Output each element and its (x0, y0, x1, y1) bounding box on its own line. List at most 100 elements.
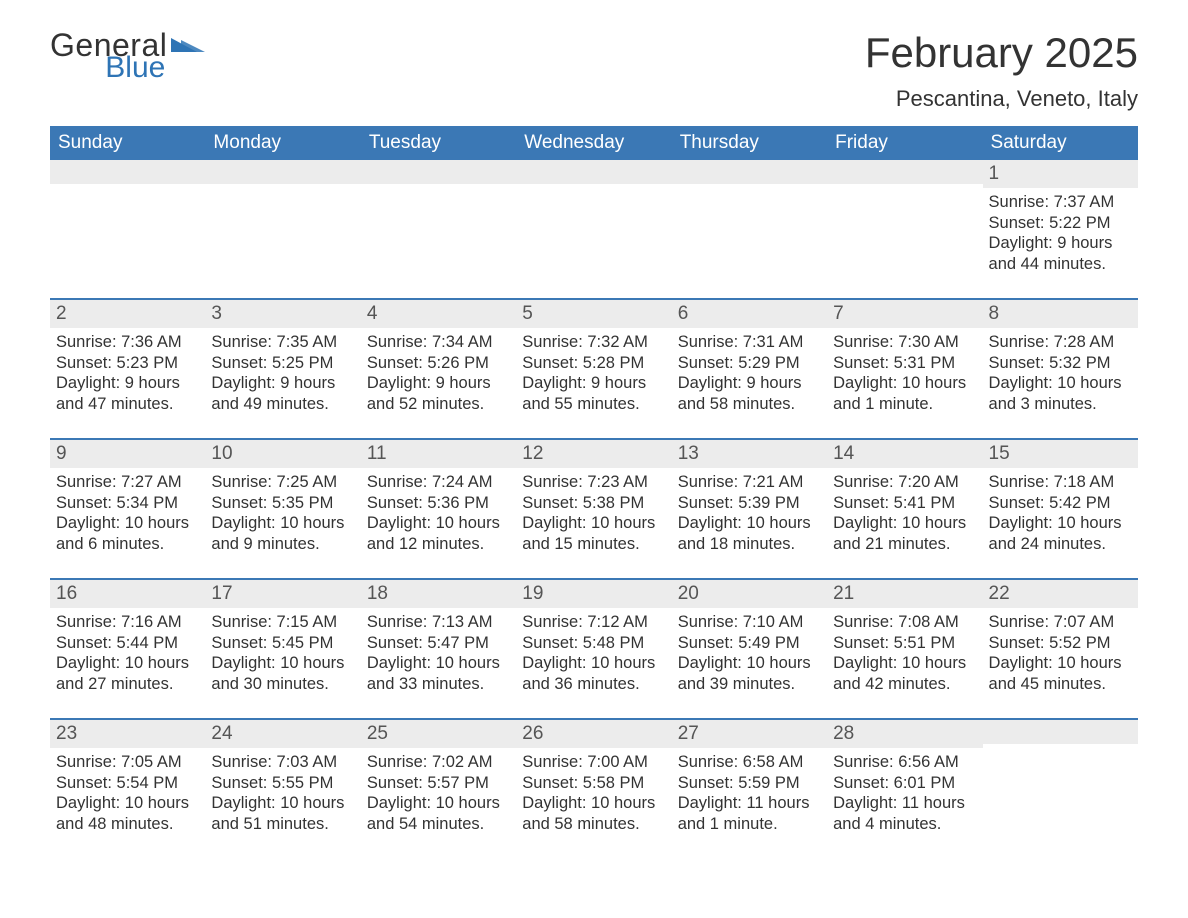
day-cell: 3Sunrise: 7:35 AMSunset: 5:25 PMDaylight… (205, 300, 360, 430)
day-info: Sunrise: 7:10 AMSunset: 5:49 PMDaylight:… (672, 608, 827, 695)
day-number: 17 (205, 580, 360, 608)
day-number: 5 (516, 300, 671, 328)
day-daylight1: Daylight: 9 hours (367, 373, 510, 394)
day-cell: 10Sunrise: 7:25 AMSunset: 5:35 PMDayligh… (205, 440, 360, 570)
day-daylight1: Daylight: 10 hours (989, 513, 1132, 534)
day-sunset: Sunset: 5:55 PM (211, 773, 354, 794)
day-daylight2: and 42 minutes. (833, 674, 976, 695)
day-daylight2: and 1 minute. (678, 814, 821, 835)
day-info: Sunrise: 7:18 AMSunset: 5:42 PMDaylight:… (983, 468, 1138, 555)
day-daylight2: and 44 minutes. (989, 254, 1132, 275)
dayheader-saturday: Saturday (983, 126, 1138, 160)
day-daylight2: and 48 minutes. (56, 814, 199, 835)
day-info: Sunrise: 7:28 AMSunset: 5:32 PMDaylight:… (983, 328, 1138, 415)
empty-cell (50, 160, 205, 290)
calendar-page: General Blue February 2025 Pescantina, V… (0, 0, 1188, 890)
day-sunset: Sunset: 5:26 PM (367, 353, 510, 374)
title-block: February 2025 Pescantina, Veneto, Italy (865, 30, 1138, 112)
day-daylight1: Daylight: 10 hours (522, 653, 665, 674)
day-daylight2: and 55 minutes. (522, 394, 665, 415)
day-number: 1 (983, 160, 1138, 188)
day-sunset: Sunset: 5:54 PM (56, 773, 199, 794)
day-sunrise: Sunrise: 7:16 AM (56, 612, 199, 633)
day-cell: 6Sunrise: 7:31 AMSunset: 5:29 PMDaylight… (672, 300, 827, 430)
day-cell: 28Sunrise: 6:56 AMSunset: 6:01 PMDayligh… (827, 720, 982, 850)
day-sunrise: Sunrise: 7:07 AM (989, 612, 1132, 633)
day-info: Sunrise: 7:37 AMSunset: 5:22 PMDaylight:… (983, 188, 1138, 275)
day-cell: 27Sunrise: 6:58 AMSunset: 5:59 PMDayligh… (672, 720, 827, 850)
day-cell: 23Sunrise: 7:05 AMSunset: 5:54 PMDayligh… (50, 720, 205, 850)
day-sunrise: Sunrise: 7:05 AM (56, 752, 199, 773)
day-sunrise: Sunrise: 7:35 AM (211, 332, 354, 353)
day-sunset: Sunset: 5:51 PM (833, 633, 976, 654)
day-info: Sunrise: 7:15 AMSunset: 5:45 PMDaylight:… (205, 608, 360, 695)
day-sunrise: Sunrise: 7:18 AM (989, 472, 1132, 493)
day-daylight1: Daylight: 10 hours (833, 653, 976, 674)
day-daylight2: and 4 minutes. (833, 814, 976, 835)
day-daylight2: and 58 minutes. (522, 814, 665, 835)
empty-cell (827, 160, 982, 290)
day-sunrise: Sunrise: 7:30 AM (833, 332, 976, 353)
day-sunrise: Sunrise: 7:20 AM (833, 472, 976, 493)
day-info: Sunrise: 6:58 AMSunset: 5:59 PMDaylight:… (672, 748, 827, 835)
day-info: Sunrise: 7:30 AMSunset: 5:31 PMDaylight:… (827, 328, 982, 415)
day-sunset: Sunset: 5:49 PM (678, 633, 821, 654)
day-info: Sunrise: 7:03 AMSunset: 5:55 PMDaylight:… (205, 748, 360, 835)
day-info: Sunrise: 7:36 AMSunset: 5:23 PMDaylight:… (50, 328, 205, 415)
day-sunset: Sunset: 5:38 PM (522, 493, 665, 514)
day-daylight2: and 36 minutes. (522, 674, 665, 695)
logo-text: General Blue (50, 30, 167, 83)
day-daylight1: Daylight: 10 hours (367, 513, 510, 534)
dayheader-wednesday: Wednesday (516, 126, 671, 160)
day-daylight1: Daylight: 10 hours (367, 653, 510, 674)
day-daylight1: Daylight: 11 hours (678, 793, 821, 814)
day-info: Sunrise: 7:08 AMSunset: 5:51 PMDaylight:… (827, 608, 982, 695)
day-info: Sunrise: 7:07 AMSunset: 5:52 PMDaylight:… (983, 608, 1138, 695)
day-number: 24 (205, 720, 360, 748)
day-daylight2: and 9 minutes. (211, 534, 354, 555)
day-cell: 13Sunrise: 7:21 AMSunset: 5:39 PMDayligh… (672, 440, 827, 570)
day-sunset: Sunset: 5:52 PM (989, 633, 1132, 654)
day-cell: 11Sunrise: 7:24 AMSunset: 5:36 PMDayligh… (361, 440, 516, 570)
day-sunrise: Sunrise: 7:03 AM (211, 752, 354, 773)
day-number (983, 720, 1138, 744)
day-number: 20 (672, 580, 827, 608)
day-sunrise: Sunrise: 7:28 AM (989, 332, 1132, 353)
day-cell: 5Sunrise: 7:32 AMSunset: 5:28 PMDaylight… (516, 300, 671, 430)
day-number: 28 (827, 720, 982, 748)
day-sunset: Sunset: 5:47 PM (367, 633, 510, 654)
day-cell: 2Sunrise: 7:36 AMSunset: 5:23 PMDaylight… (50, 300, 205, 430)
day-daylight2: and 18 minutes. (678, 534, 821, 555)
day-cell: 25Sunrise: 7:02 AMSunset: 5:57 PMDayligh… (361, 720, 516, 850)
day-number: 25 (361, 720, 516, 748)
day-daylight1: Daylight: 10 hours (367, 793, 510, 814)
location-label: Pescantina, Veneto, Italy (865, 86, 1138, 112)
day-info: Sunrise: 7:24 AMSunset: 5:36 PMDaylight:… (361, 468, 516, 555)
empty-cell (983, 720, 1138, 850)
day-number: 10 (205, 440, 360, 468)
dayheader-friday: Friday (827, 126, 982, 160)
day-cell: 19Sunrise: 7:12 AMSunset: 5:48 PMDayligh… (516, 580, 671, 710)
day-daylight2: and 24 minutes. (989, 534, 1132, 555)
day-number: 14 (827, 440, 982, 468)
day-info: Sunrise: 7:25 AMSunset: 5:35 PMDaylight:… (205, 468, 360, 555)
month-title: February 2025 (865, 30, 1138, 76)
day-daylight1: Daylight: 10 hours (989, 653, 1132, 674)
day-info: Sunrise: 7:31 AMSunset: 5:29 PMDaylight:… (672, 328, 827, 415)
day-cell: 17Sunrise: 7:15 AMSunset: 5:45 PMDayligh… (205, 580, 360, 710)
day-info: Sunrise: 7:05 AMSunset: 5:54 PMDaylight:… (50, 748, 205, 835)
day-cell: 8Sunrise: 7:28 AMSunset: 5:32 PMDaylight… (983, 300, 1138, 430)
empty-cell (516, 160, 671, 290)
day-number: 13 (672, 440, 827, 468)
day-daylight1: Daylight: 11 hours (833, 793, 976, 814)
week-row: 23Sunrise: 7:05 AMSunset: 5:54 PMDayligh… (50, 718, 1138, 850)
day-daylight2: and 39 minutes. (678, 674, 821, 695)
day-daylight1: Daylight: 10 hours (678, 653, 821, 674)
day-sunset: Sunset: 5:39 PM (678, 493, 821, 514)
week-row: 9Sunrise: 7:27 AMSunset: 5:34 PMDaylight… (50, 438, 1138, 570)
day-daylight1: Daylight: 10 hours (678, 513, 821, 534)
day-number: 19 (516, 580, 671, 608)
day-sunset: Sunset: 5:29 PM (678, 353, 821, 374)
logo: General Blue (50, 30, 205, 83)
day-sunrise: Sunrise: 7:32 AM (522, 332, 665, 353)
